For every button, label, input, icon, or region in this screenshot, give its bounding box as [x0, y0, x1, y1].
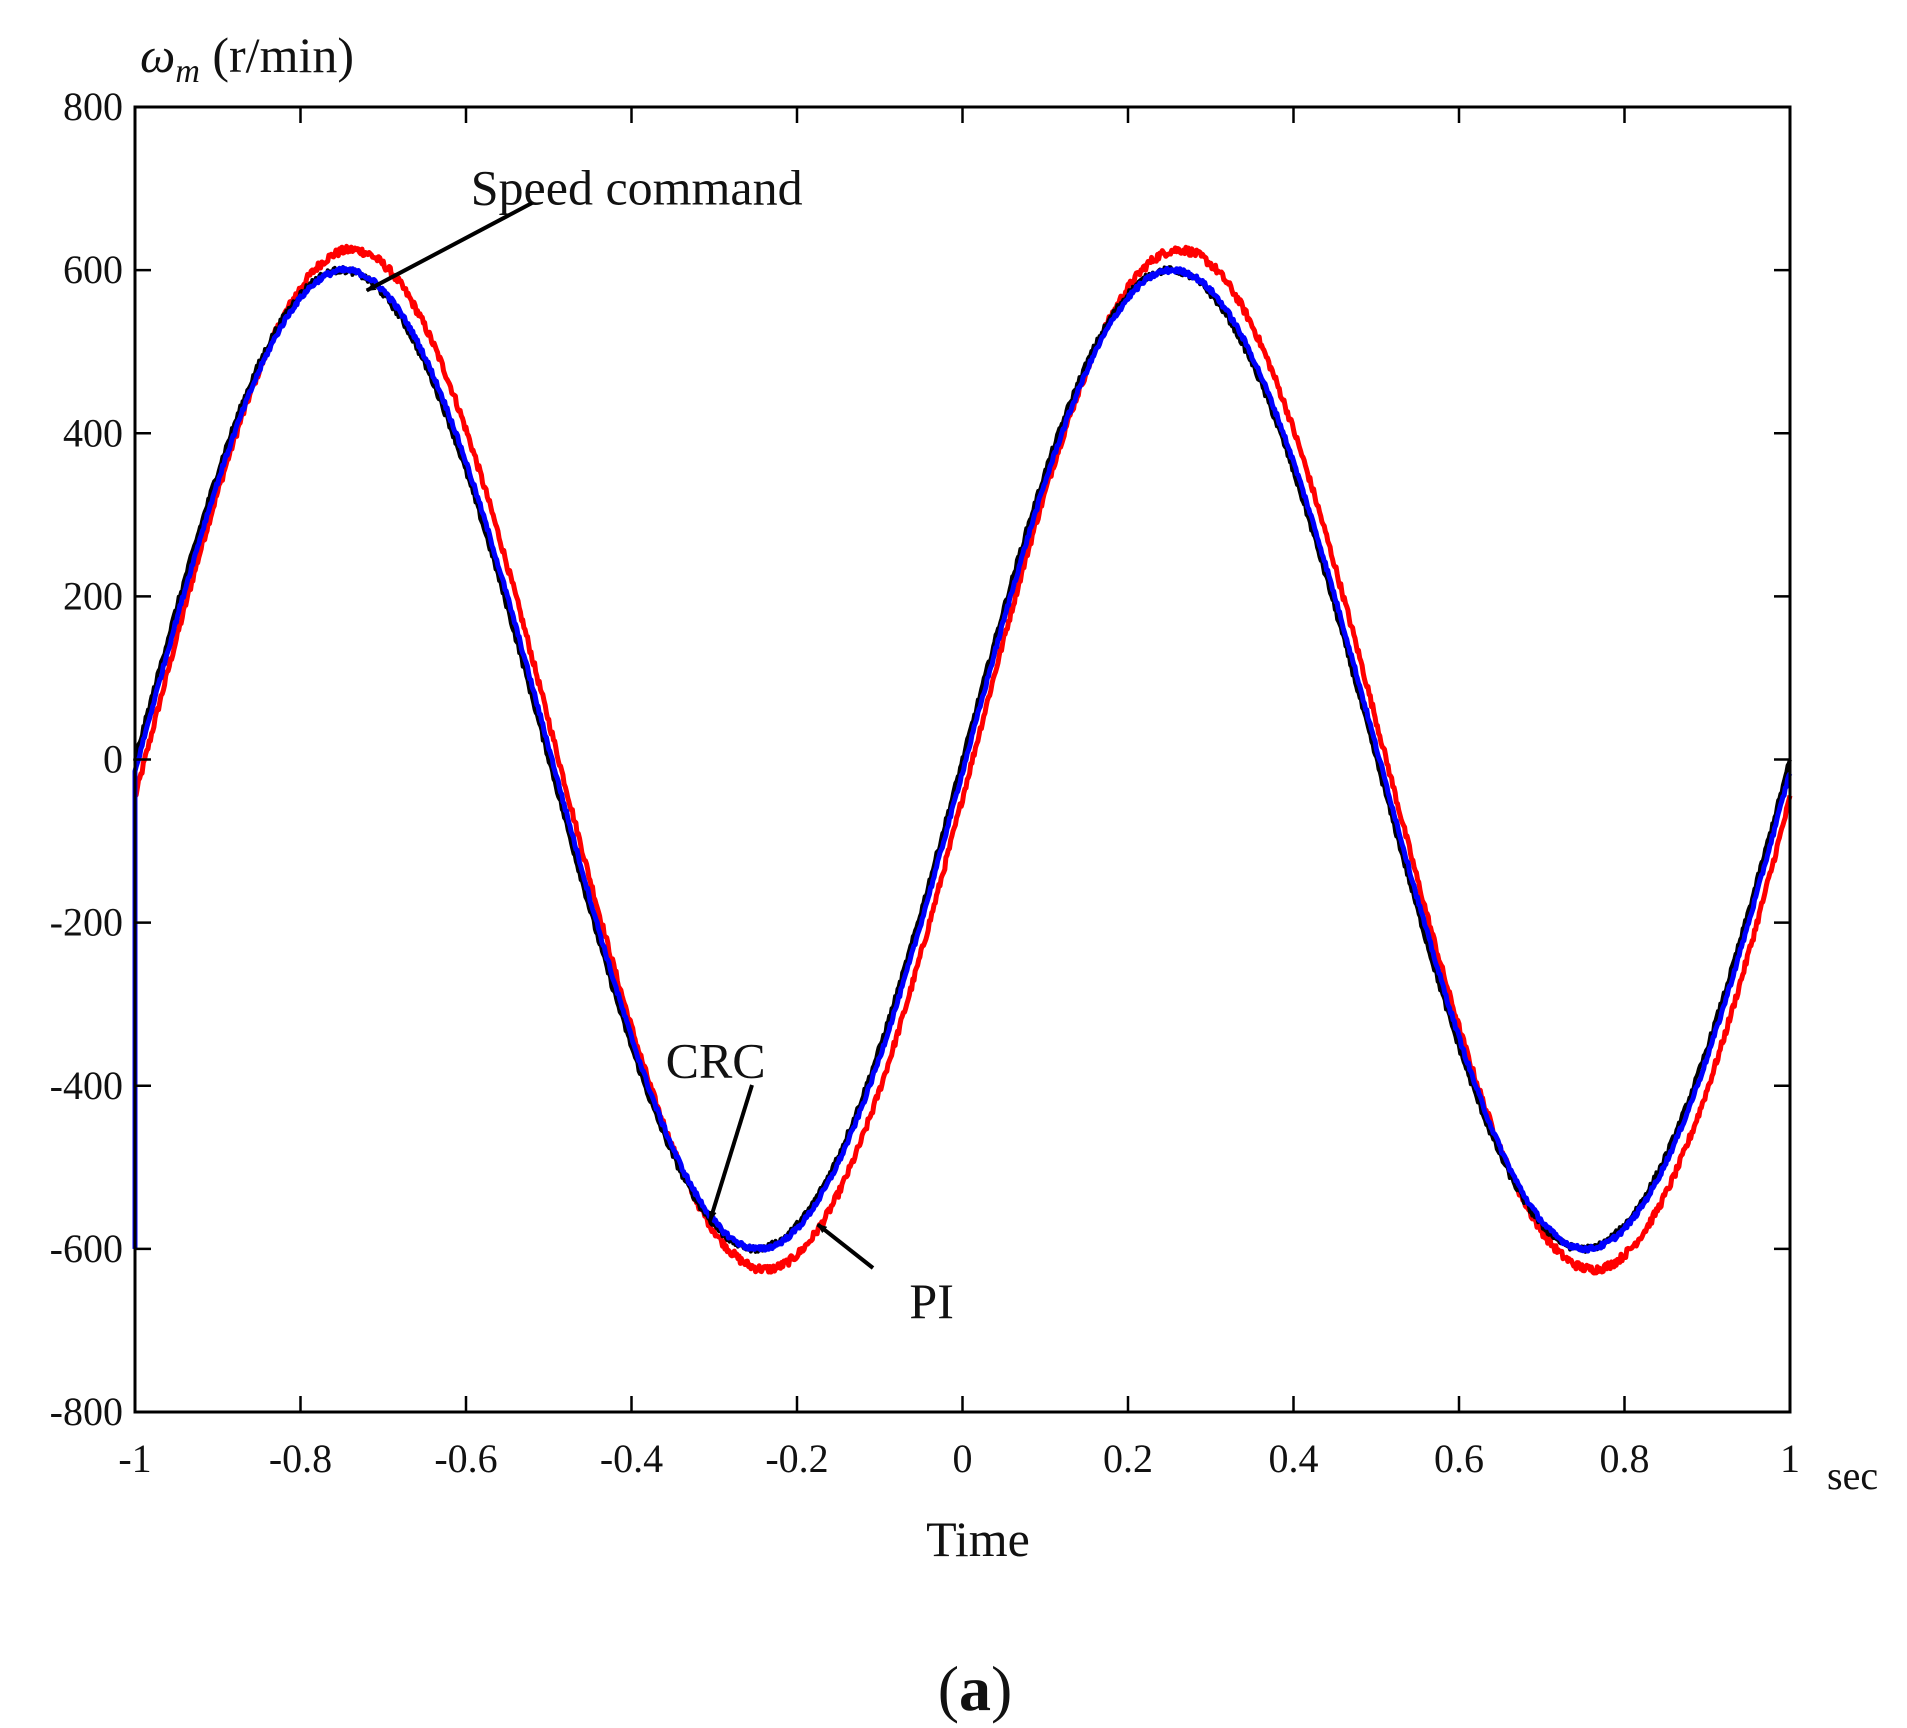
x-tick-label: -0.8 [269, 1436, 332, 1481]
y-tick-label: 600 [63, 247, 123, 292]
x-tick-label: -0.6 [434, 1436, 497, 1481]
annotation-crc: CRC [666, 1032, 766, 1088]
x-tick-label: -1 [118, 1436, 151, 1481]
series-layer [132, 243, 1793, 1276]
x-axis-unit: sec [1827, 1453, 1878, 1498]
x-axis-title: Time [926, 1511, 1030, 1567]
y-tick-label: -600 [50, 1226, 123, 1271]
x-tick-labels: -1 -0.8 -0.6 -0.4 -0.2 0 0.2 0.4 0.6 0.8 1 [118, 1436, 1800, 1481]
x-tick-label: 0.2 [1103, 1436, 1153, 1481]
x-tick-label: 0.6 [1434, 1436, 1484, 1481]
x-tick-label: -0.4 [600, 1436, 663, 1481]
x-tick-label: 0.8 [1600, 1436, 1650, 1481]
annotation-pi: PI [909, 1273, 953, 1329]
x-tick-label: 0 [953, 1436, 973, 1481]
y-tick-label: 800 [63, 84, 123, 129]
series-line-speed-command [133, 265, 1792, 1254]
y-tick-labels: -800 -600 -400 -200 0 200 400 600 800 [50, 84, 123, 1434]
y-tick-label: -200 [50, 900, 123, 945]
panel-label-close: ) [991, 1653, 1012, 1724]
panel-label: (a) [938, 1653, 1013, 1724]
y-axis-unit: (r/min) [200, 27, 354, 83]
y-axis-title: ωm (r/min) [140, 27, 354, 90]
y-axis-subscript: m [175, 53, 200, 90]
panel-label-open: ( [938, 1653, 959, 1724]
y-tick-label: -400 [50, 1063, 123, 1108]
series-line-crc [132, 265, 1793, 1254]
y-tick-label: 0 [103, 737, 123, 782]
y-tick-label: 400 [63, 410, 123, 455]
y-tick-label: 200 [63, 573, 123, 618]
x-tick-label: -0.2 [765, 1436, 828, 1481]
annotation-arrow-speed-command [365, 201, 533, 293]
y-axis-symbol: ω [140, 27, 175, 83]
x-tick-label: 1 [1780, 1436, 1800, 1481]
x-tick-label: 0.4 [1269, 1436, 1319, 1481]
plot-area-frame [133, 105, 1792, 1414]
annotation-arrow-crc [708, 1084, 754, 1222]
annotation-arrow-pi [816, 1222, 875, 1270]
panel-label-letter: a [959, 1653, 991, 1724]
y-tick-label: -800 [50, 1389, 123, 1434]
